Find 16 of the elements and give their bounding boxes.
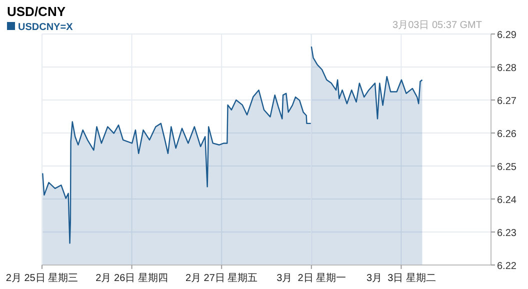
y-tick-label: 6.27 bbox=[497, 96, 517, 107]
y-tick-label: 6.25 bbox=[497, 162, 517, 173]
y-tick-label: 6.24 bbox=[497, 195, 517, 206]
x-tick-label: 2月 27日 星期五 bbox=[185, 272, 258, 284]
y-tick-label: 6.28 bbox=[497, 63, 517, 74]
chart-title: USD/CNY bbox=[7, 4, 66, 19]
y-tick-label: 6.29 bbox=[497, 30, 517, 41]
legend-label: USDCNY=X bbox=[18, 22, 74, 33]
x-tick-label: 3月 2日 星期一 bbox=[276, 272, 346, 284]
y-tick-label: 6.22 bbox=[497, 261, 517, 272]
x-tick-label: 3月 3日 星期二 bbox=[366, 272, 436, 284]
text: 3月03日 05:37 GMT bbox=[392, 20, 482, 31]
y-tick-label: 6.26 bbox=[497, 129, 517, 140]
x-tick-label: 2月 26日 星期四 bbox=[96, 272, 168, 284]
y-tick-label: 6.23 bbox=[497, 228, 517, 239]
x-tick-label: 2月 25日 星期三 bbox=[6, 272, 78, 284]
